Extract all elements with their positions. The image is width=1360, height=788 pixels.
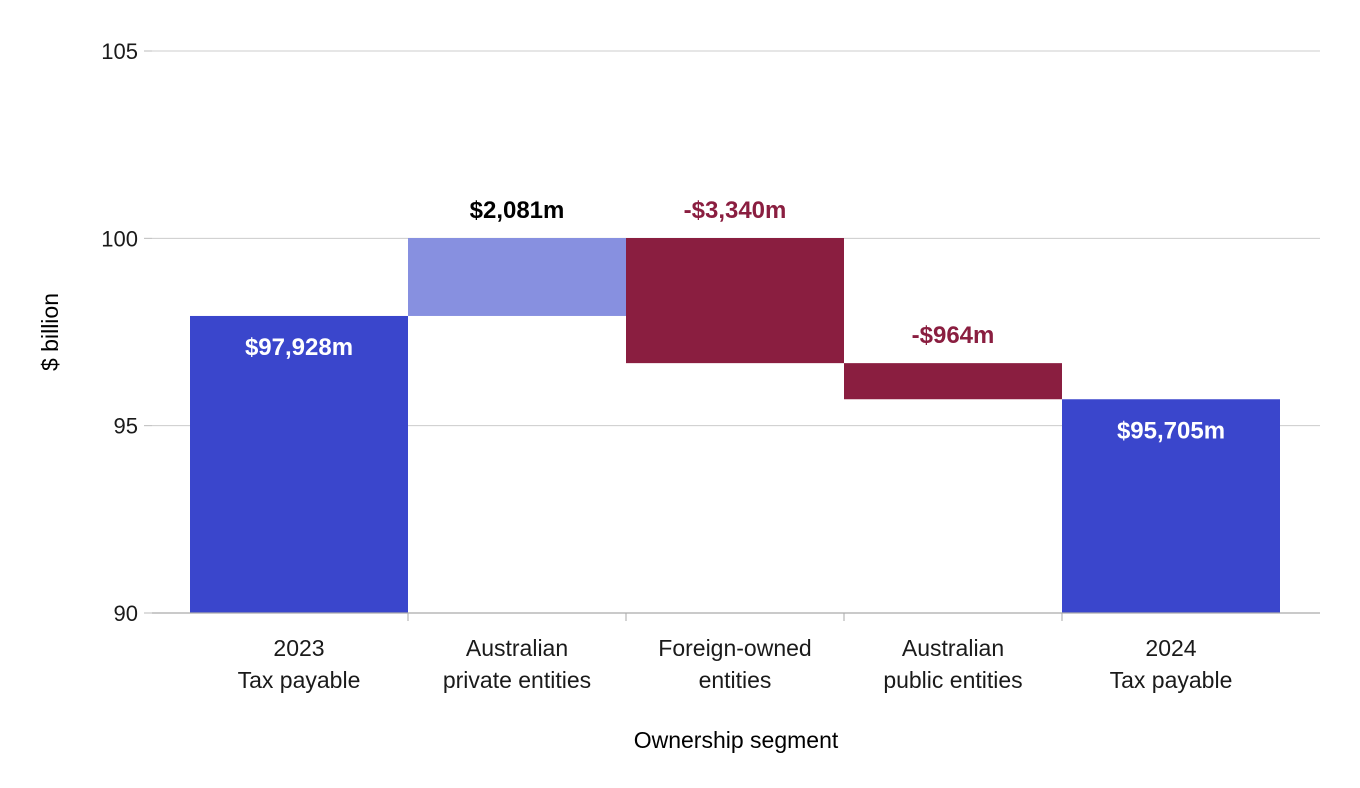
- bar-5: [1062, 399, 1280, 613]
- x-tick-label-line: private entities: [443, 667, 591, 693]
- x-tick-label-line: 2023: [273, 635, 324, 661]
- data-label-4: -$964m: [912, 322, 995, 349]
- y-tick-label-90: 90: [114, 601, 138, 626]
- y-axis-title: $ billion: [37, 293, 63, 371]
- y-tick-label-100: 100: [101, 226, 138, 251]
- data-label-3: -$3,340m: [684, 197, 787, 224]
- x-tick-label-line: Tax payable: [238, 667, 361, 693]
- x-tick-label-1: 2023 Tax payable: [238, 635, 361, 693]
- x-tick-label-4: Australian public entities: [883, 635, 1022, 693]
- data-labels: $97,928m $2,081m -$3,340m -$964m $95,705m: [245, 197, 1225, 444]
- x-tick-label-line: public entities: [883, 667, 1022, 693]
- x-tick-label-line: entities: [699, 667, 772, 693]
- data-label-1: $97,928m: [245, 334, 353, 361]
- x-tick-label-3: Foreign-owned entities: [658, 635, 811, 693]
- x-tick-label-line: Tax payable: [1110, 667, 1233, 693]
- axes: 90 95 100 105 2023 Tax payable Australian priva…: [101, 39, 1320, 693]
- bars: [190, 237, 1280, 613]
- bar-3: [626, 237, 844, 364]
- bar-4: [844, 363, 1062, 400]
- x-tick-label-line: 2024: [1145, 635, 1196, 661]
- x-tick-label-line: Australian: [902, 635, 1004, 661]
- bar-2: [408, 237, 626, 316]
- x-tick-label-5: 2024 Tax payable: [1110, 635, 1233, 693]
- y-tick-label-105: 105: [101, 39, 138, 64]
- x-tick-label-line: Australian: [466, 635, 568, 661]
- data-label-5: $95,705m: [1117, 417, 1225, 444]
- x-tick-label-line: Foreign-owned: [658, 635, 811, 661]
- bar-1: [190, 315, 408, 613]
- data-label-2: $2,081m: [470, 197, 565, 224]
- x-axis-title: Ownership segment: [634, 727, 839, 753]
- x-tick-label-2: Australian private entities: [443, 635, 591, 693]
- y-tick-label-95: 95: [114, 414, 138, 439]
